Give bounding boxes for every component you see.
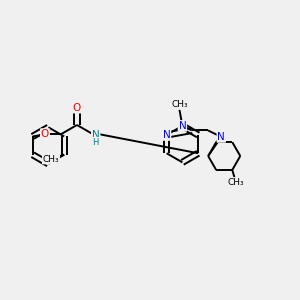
Text: N: N <box>178 121 186 131</box>
Text: H: H <box>92 137 99 146</box>
Text: N: N <box>92 130 100 140</box>
Text: O: O <box>73 103 81 112</box>
Text: CH₃: CH₃ <box>43 154 59 164</box>
Text: O: O <box>41 129 49 139</box>
Text: CH₃: CH₃ <box>171 100 188 109</box>
Text: N: N <box>218 132 225 142</box>
Text: CH₃: CH₃ <box>227 178 244 187</box>
Text: N: N <box>163 130 170 140</box>
